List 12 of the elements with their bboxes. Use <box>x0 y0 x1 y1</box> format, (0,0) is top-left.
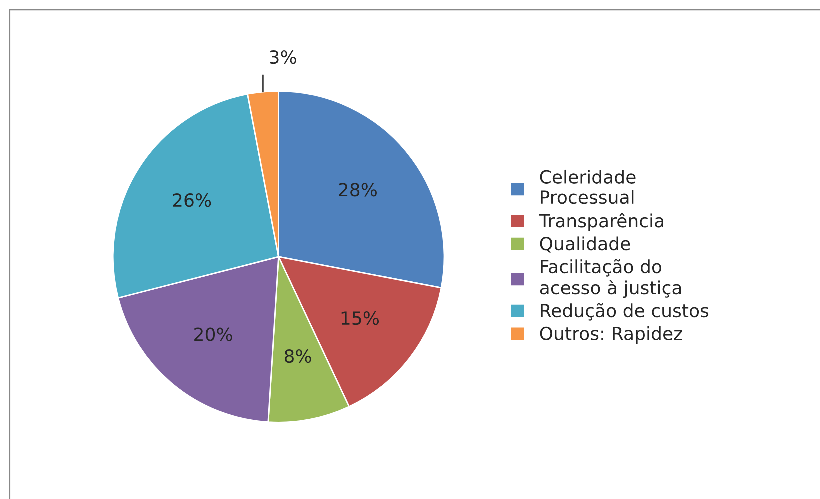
legend-label: Outros: Rapidez <box>540 326 682 344</box>
legend-label: Facilitação do acesso à justiça <box>540 259 682 298</box>
data-label: 8% <box>284 349 312 364</box>
legend-label: Redução de custos <box>541 303 709 321</box>
data-label: 15% <box>342 312 380 326</box>
legend-label: Qualidade <box>540 236 630 253</box>
data-label: 20% <box>194 328 232 342</box>
legend-label: Transparência <box>539 213 664 232</box>
data-label: 28% <box>339 183 378 197</box>
legend-label: Celeridade Processual <box>540 170 636 204</box>
data-label: 3% <box>270 50 296 64</box>
data-label: 26% <box>173 194 212 208</box>
